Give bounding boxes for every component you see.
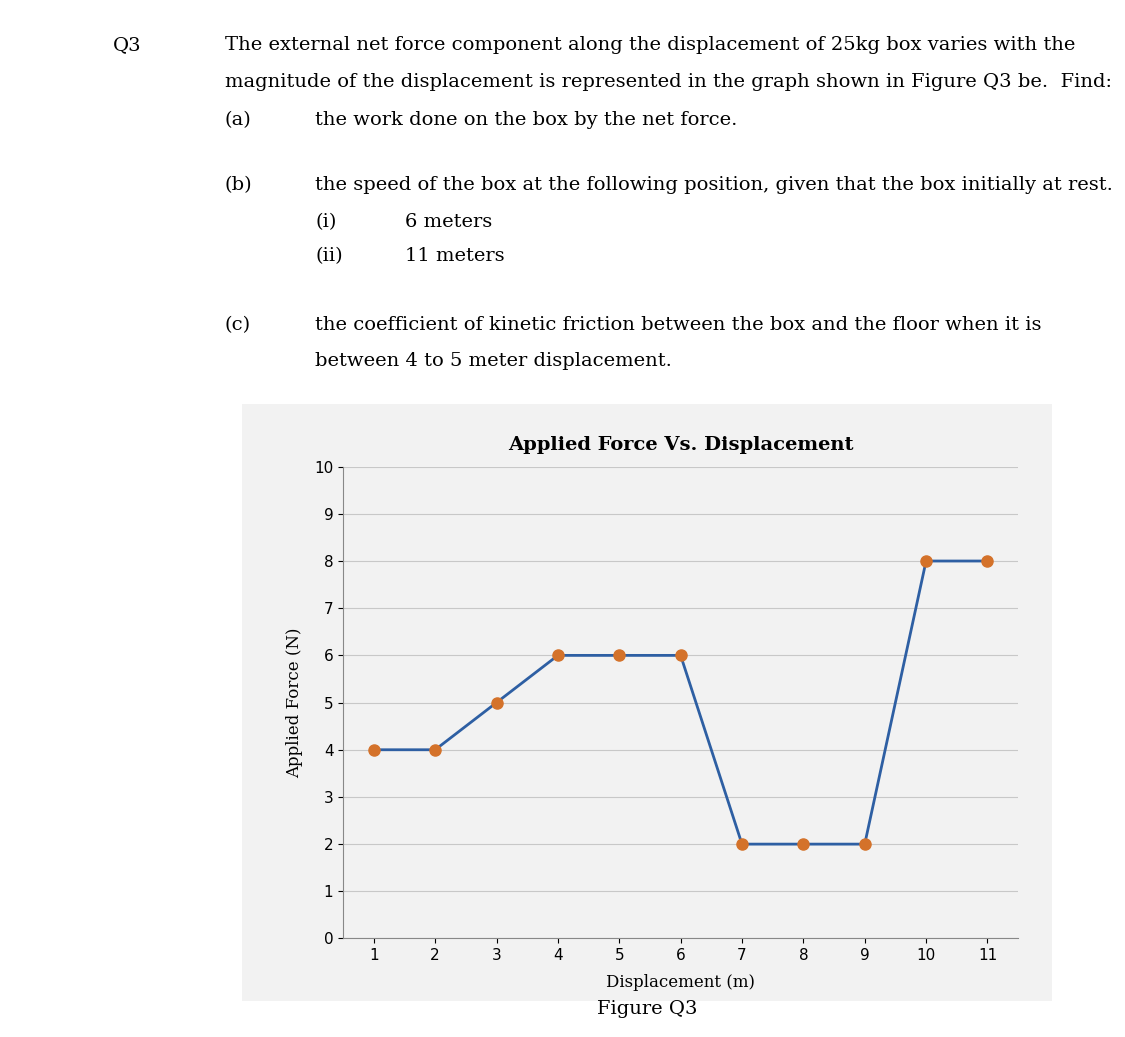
Text: 11 meters: 11 meters [405,247,505,264]
Title: Applied Force Vs. Displacement: Applied Force Vs. Displacement [507,436,854,454]
Text: the speed of the box at the following position, given that the box initially at : the speed of the box at the following po… [315,176,1113,194]
Text: (ii): (ii) [315,247,343,264]
FancyBboxPatch shape [229,395,1064,1010]
Text: (a): (a) [225,111,252,129]
Text: The external net force component along the displacement of 25kg box varies with : The external net force component along t… [225,36,1076,54]
Text: the coefficient of kinetic friction between the box and the floor when it is: the coefficient of kinetic friction betw… [315,316,1042,334]
Y-axis label: Applied Force (N): Applied Force (N) [286,627,303,778]
Text: the work done on the box by the net force.: the work done on the box by the net forc… [315,111,737,129]
Text: (i): (i) [315,213,336,230]
Text: between 4 to 5 meter displacement.: between 4 to 5 meter displacement. [315,352,672,369]
Text: Figure Q3: Figure Q3 [596,1000,698,1018]
Text: 6 meters: 6 meters [405,213,493,230]
X-axis label: Displacement (m): Displacement (m) [606,975,755,991]
Text: magnitude of the displacement is represented in the graph shown in Figure Q3 be.: magnitude of the displacement is represe… [225,73,1112,90]
Text: Q3: Q3 [112,36,141,54]
Text: (c): (c) [225,316,251,334]
Text: (b): (b) [225,176,253,194]
